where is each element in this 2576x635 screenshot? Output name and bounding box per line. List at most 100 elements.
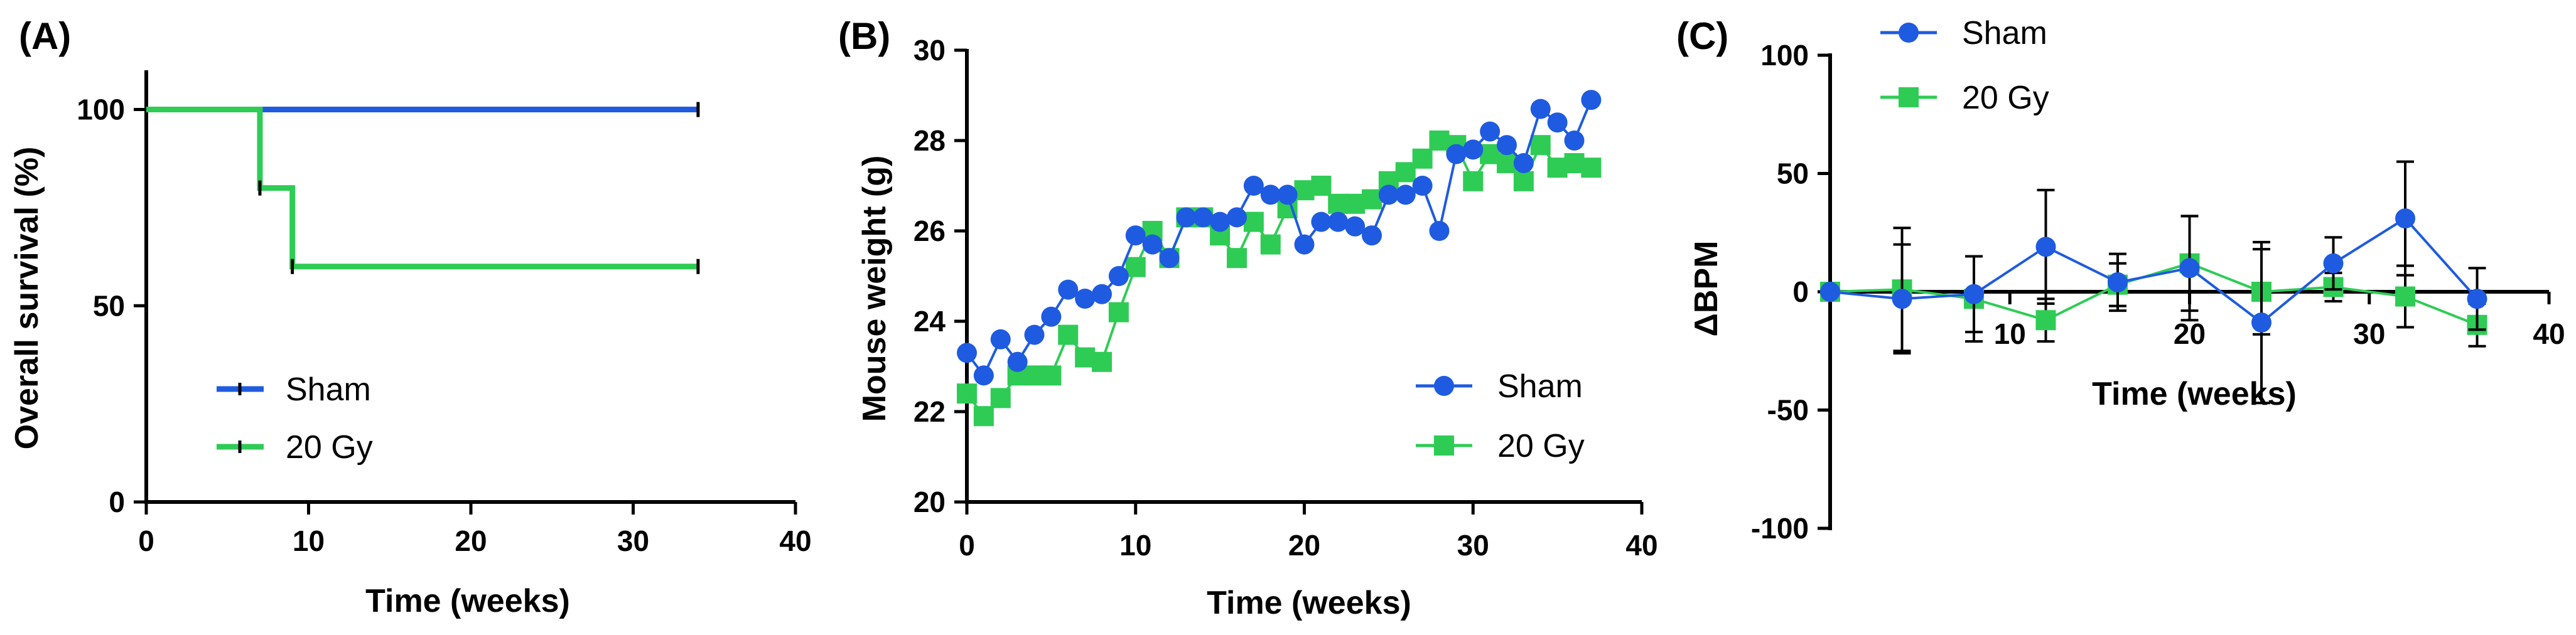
panel-c-x-tick-label: 40 — [2533, 318, 2565, 350]
panel-b-sham-point — [1294, 234, 1315, 255]
panel-c-20gy-point — [2395, 286, 2415, 307]
panel-c-sham-point — [2251, 312, 2272, 333]
panel-b-x-tick-label: 20 — [1288, 529, 1320, 562]
panel-b-sham-point — [1480, 121, 1501, 142]
legend-sham-circle-marker — [1434, 376, 1454, 396]
legend-20gy-label: 20 Gy — [286, 429, 373, 466]
panel-c-x-tick-label: 30 — [2353, 318, 2385, 350]
panel-b-20gy-point — [1581, 157, 1602, 178]
panel-b-20gy-point — [1328, 193, 1349, 214]
panel-b-y-tick-label: 26 — [913, 215, 946, 247]
panel-b-y-tick-label: 24 — [913, 305, 946, 338]
panel-b-sham-point — [1092, 284, 1112, 304]
legend-sham-label: Sham — [1962, 15, 2047, 51]
panel-b-y-tick-label: 20 — [913, 486, 946, 518]
panel-b-20gy-point — [1041, 365, 1062, 386]
panel-c-x-axis-title: Time (weeks) — [2092, 376, 2297, 412]
panel-b-sham-point — [1227, 207, 1247, 228]
panel-c-y-axis-title: ΔBPM — [1688, 241, 1725, 337]
panel-c-sham-point — [2467, 289, 2487, 309]
panel-c-legend: Sham 20 Gy — [1880, 15, 2049, 116]
panel-b-20gy-point — [1429, 131, 1450, 151]
panel-b-20gy-point — [1362, 189, 1382, 210]
panel-a-survival-chart: (A) Time (weeks) Overall survival (%) Sh… — [9, 15, 812, 619]
panel-b-legend: Sham 20 Gy — [1416, 368, 1585, 464]
panel-c-sham-point — [1964, 284, 1984, 304]
panel-a-legend: Sham 20 Gy — [217, 371, 373, 466]
panel-a-x-tick-label: 30 — [617, 525, 649, 557]
panel-b-sham-point — [1547, 112, 1568, 133]
panel-b-sham-point — [1007, 351, 1028, 372]
panel-c-20gy-point — [2035, 310, 2056, 331]
panel-b-label: (B) — [838, 15, 890, 57]
panel-a-y-tick-label: 0 — [109, 486, 125, 518]
panel-b-sham-point — [1277, 184, 1298, 205]
panel-b-sham-point — [1395, 184, 1416, 205]
panel-b-20gy-point — [973, 406, 994, 427]
panel-b-x-tick-label: 30 — [1457, 529, 1489, 562]
panel-b-sham-point — [1159, 248, 1180, 269]
panel-b-20gy-point — [1125, 257, 1146, 277]
panel-b-20gy-point — [1345, 193, 1366, 214]
panel-c-bpm-chart: (C) Time (weeks) ΔBPM Sham 20 Gy -100 -50… — [1676, 15, 2565, 545]
panel-b-sham-point — [1311, 211, 1332, 232]
panel-b-20gy-point — [1075, 347, 1096, 368]
panel-b-sham-point — [1581, 90, 1602, 110]
panel-b-20gy-point — [1513, 171, 1534, 191]
panel-b-20gy-point — [1227, 248, 1247, 269]
legend-20gy-square-marker — [1434, 435, 1454, 456]
panel-c-sham-point — [1892, 289, 1912, 309]
panel-b-20gy-point — [1412, 148, 1433, 169]
panel-a-y-tick-label: 50 — [93, 289, 125, 322]
panel-c-y-tick-label: -50 — [1767, 394, 1809, 427]
panel-c-x-tick-label: 10 — [1994, 318, 2026, 350]
panel-b-sham-point — [990, 329, 1011, 350]
panel-c-sham-point — [2108, 272, 2128, 292]
panel-b-x-axis-title: Time (weeks) — [1207, 585, 1411, 621]
panel-b-y-tick-label: 22 — [913, 395, 946, 428]
panel-b-sham-point — [1328, 211, 1349, 232]
panel-c-sham-point — [2395, 208, 2415, 229]
legend-20gy-square-marker — [1899, 87, 1919, 107]
panel-b-y-tick-label: 28 — [913, 124, 946, 157]
panel-c-sham-point — [1820, 282, 1840, 302]
panel-b-20gy-point — [1024, 365, 1045, 386]
panel-b-sham-point — [1564, 131, 1585, 151]
panel-b-sham-point — [1530, 99, 1551, 119]
legend-sham-circle-marker — [1899, 23, 1919, 43]
panel-a-x-tick-label: 20 — [455, 525, 487, 557]
panel-b-20gy-point — [1497, 153, 1517, 173]
panel-b-20gy-point — [1243, 211, 1264, 232]
panel-a-y-tick-label: 100 — [77, 93, 125, 126]
legend-sham-label: Sham — [1497, 368, 1583, 405]
panel-c-y-tick-label: 50 — [1777, 157, 1809, 190]
panel-b-20gy-point — [1547, 157, 1568, 178]
panel-a-label: (A) — [19, 15, 71, 57]
legend-20gy-label: 20 Gy — [1962, 80, 2049, 116]
panel-c-sham-bpm-line — [1830, 216, 2478, 324]
panel-b-y-tick-label: 30 — [913, 34, 946, 67]
panel-c-y-tick-label: 0 — [1792, 275, 1809, 308]
panel-c-label: (C) — [1676, 15, 1728, 57]
panel-b-sham-point — [1075, 289, 1096, 309]
panel-b-sham-point — [1513, 153, 1534, 173]
panel-b-20gy-point — [1108, 302, 1129, 323]
panel-c-y-tick-label: -100 — [1751, 512, 1809, 545]
panel-b-x-tick-label: 40 — [1625, 529, 1657, 562]
panel-b-20gy-point — [1058, 324, 1079, 345]
panel-b-sham-point — [1412, 176, 1433, 196]
panel-b-sham-point — [957, 343, 977, 363]
panel-b-sham-point — [1446, 144, 1467, 164]
panel-b-sham-point — [1210, 211, 1231, 232]
panel-a-20gy-survival-curve — [146, 107, 698, 270]
panel-c-x-tick-label: 20 — [2174, 318, 2206, 350]
panel-c-20gy-bpm-line — [1830, 262, 2478, 326]
panel-b-sham-point — [1429, 221, 1450, 241]
panel-b-sham-point — [1193, 207, 1214, 228]
panel-b-20gy-point — [1564, 153, 1585, 173]
panel-b-20gy-point — [1463, 171, 1484, 191]
panel-b-sham-point — [1058, 279, 1079, 300]
panel-b-20gy-point — [1311, 176, 1332, 196]
panel-b-sham-point — [1176, 207, 1197, 228]
